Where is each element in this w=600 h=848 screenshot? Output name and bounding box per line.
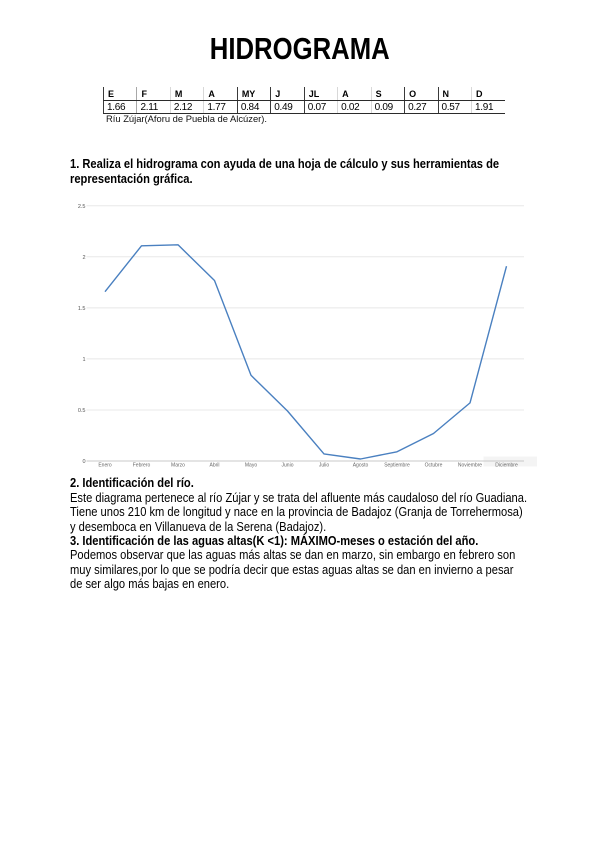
svg-text:Abril: Abril [209, 463, 219, 469]
svg-text:Enero: Enero [98, 463, 112, 469]
svg-text:0: 0 [82, 459, 85, 465]
svg-text:Agosto: Agosto [353, 463, 369, 469]
svg-text:Marzo: Marzo [171, 463, 185, 469]
svg-text:Febrero: Febrero [133, 463, 151, 469]
svg-text:Octubre: Octubre [425, 463, 443, 469]
svg-text:Noviembre: Noviembre [458, 463, 482, 469]
svg-text:1.5: 1.5 [78, 306, 86, 312]
svg-text:Diciembre: Diciembre [495, 463, 518, 469]
svg-text:1: 1 [82, 357, 85, 363]
svg-text:Mayo: Mayo [245, 463, 257, 469]
svg-text:Junio: Junio [282, 463, 294, 469]
svg-text:2.5: 2.5 [78, 204, 86, 210]
svg-text:2: 2 [82, 255, 85, 261]
svg-text:Julio: Julio [319, 463, 330, 469]
svg-text:0.5: 0.5 [78, 408, 86, 414]
svg-text:Septiembre: Septiembre [384, 463, 410, 469]
